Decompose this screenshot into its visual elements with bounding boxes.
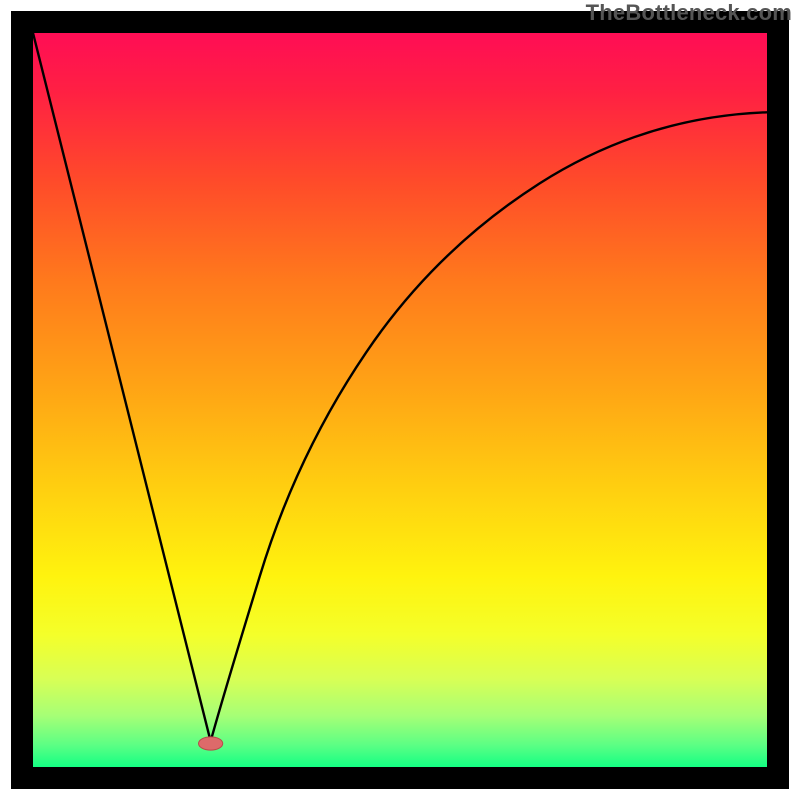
vertex-marker xyxy=(199,737,223,750)
plot-svg xyxy=(0,0,800,800)
gradient-background xyxy=(33,33,767,767)
figure: TheBottleneck.com xyxy=(0,0,800,800)
